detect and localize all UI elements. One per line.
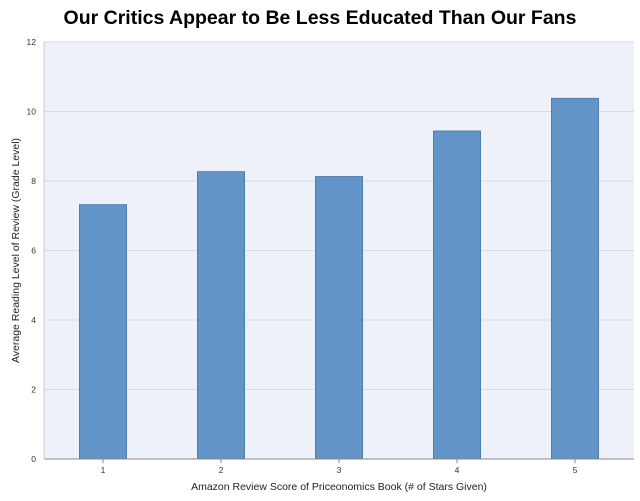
x-axis-title: Amazon Review Score of Priceonomics Book… [191, 481, 487, 493]
y-tick-label: 4 [31, 315, 36, 325]
bar-2 [196, 171, 245, 460]
bar-4 [432, 130, 481, 460]
y-tick-labels: 0 2 4 6 8 10 12 [27, 37, 37, 464]
y-tick-label: 2 [31, 385, 36, 395]
chart-title: Our Critics Appear to Be Less Educated T… [63, 7, 577, 29]
x-tick-label: 5 [573, 465, 578, 475]
y-tick-label: 12 [27, 37, 37, 47]
axes [43, 42, 634, 463]
y-tick-label: 10 [27, 107, 37, 117]
y-tick-label: 6 [31, 246, 36, 256]
y-tick-label: 8 [31, 176, 36, 186]
y-axis-title: Average Reading Level of Review (Grade L… [10, 138, 22, 363]
bar-3 [314, 176, 363, 460]
x-tick-label: 2 [219, 465, 224, 475]
bar-5 [551, 97, 600, 460]
bars [79, 97, 600, 460]
y-tick-label: 0 [31, 454, 36, 464]
x-tick-label: 3 [337, 465, 342, 475]
x-tick-label: 1 [101, 465, 106, 475]
x-tick-labels: 1 2 3 4 5 [101, 465, 578, 475]
x-tick-label: 4 [455, 465, 460, 475]
bar-1 [79, 204, 128, 460]
